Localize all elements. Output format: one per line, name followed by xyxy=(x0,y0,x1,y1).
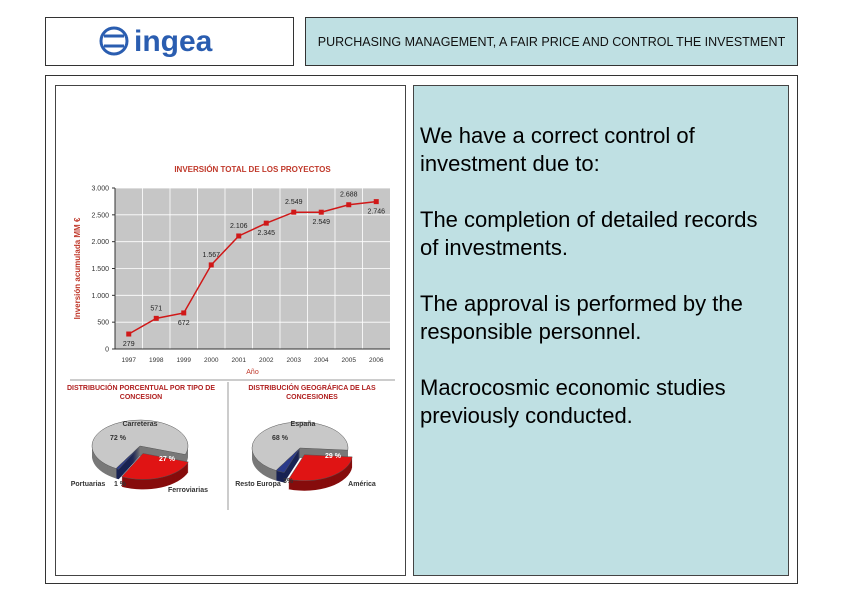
text-panel xyxy=(413,85,789,576)
data-point xyxy=(153,315,159,321)
data-point xyxy=(181,310,187,316)
pie-slice xyxy=(91,419,189,469)
y-tick-label: 1.000 xyxy=(91,293,109,300)
slice-name: Resto Europa xyxy=(235,481,281,488)
pie-title: DISTRIBUCIÓN PORCENTUAL POR TIPO DE CONC… xyxy=(66,385,216,401)
data-label: 2.345 xyxy=(257,230,275,237)
slice-label: 68 % xyxy=(272,435,289,442)
paragraph: Macrocosmic economic studies previously … xyxy=(420,375,726,428)
data-point xyxy=(373,199,379,205)
data-label: 672 xyxy=(178,320,190,327)
x-axis-label: Año xyxy=(246,369,259,376)
slice-name: Carreteras xyxy=(122,421,157,428)
y-tick-label: 1.500 xyxy=(91,266,109,273)
x-tick-label: 2006 xyxy=(369,357,384,364)
title-box xyxy=(305,17,798,66)
logo-icon xyxy=(99,26,129,56)
data-point xyxy=(346,202,352,208)
x-tick-label: 2004 xyxy=(314,357,329,364)
pie-slice xyxy=(115,445,141,470)
slice-label: 1 % xyxy=(114,481,127,488)
slice-name: América xyxy=(348,481,376,488)
x-tick-label: 1999 xyxy=(177,357,192,364)
data-label: 2.106 xyxy=(230,223,248,230)
slice-label: 29 % xyxy=(325,453,342,460)
pie-title: DISTRIBUCIÓN GEOGRÁFICA DE LAS CONCESION… xyxy=(248,385,376,401)
x-tick-label: 1998 xyxy=(149,357,164,364)
x-tick-label: 1997 xyxy=(122,357,137,364)
slice-label: 27 % xyxy=(159,456,176,463)
data-point xyxy=(126,331,132,337)
logo-box xyxy=(45,17,294,66)
data-label: 1.567 xyxy=(202,252,220,259)
data-point xyxy=(263,220,269,226)
y-tick-label: 0 xyxy=(105,347,109,354)
text-body: We have a correct control of investment … xyxy=(420,122,780,458)
y-tick-label: 2.500 xyxy=(91,212,109,219)
slice-label: 72 % xyxy=(110,435,127,442)
data-label: 571 xyxy=(150,305,162,312)
slice-name: Portuarias xyxy=(71,481,106,488)
paragraph: The approval is performed by the respons… xyxy=(420,291,743,344)
data-label: 2.549 xyxy=(285,199,303,206)
slice-label: 3% xyxy=(283,478,294,485)
data-line xyxy=(128,200,377,335)
data-point xyxy=(318,209,324,215)
slide-title: PURCHASING MANAGEMENT, A FAIR PRICE AND … xyxy=(317,34,786,49)
x-tick-label: 2005 xyxy=(342,357,357,364)
x-tick-label: 2003 xyxy=(287,357,302,364)
slice-name: Ferroviarias xyxy=(168,487,208,494)
y-axis-label: Inversión acumulada MM € xyxy=(73,217,82,319)
paragraph: We have a correct control of investment … xyxy=(420,123,695,176)
data-point xyxy=(236,233,242,239)
pie-slice xyxy=(121,453,189,480)
data-point xyxy=(208,262,214,268)
slice-name: España xyxy=(291,421,316,428)
x-tick-label: 2001 xyxy=(232,357,247,364)
logo-text: ingea xyxy=(134,25,213,58)
paragraph: The completion of detailed records of in… xyxy=(420,207,758,260)
y-tick-label: 2.000 xyxy=(91,239,109,246)
data-label: 2.688 xyxy=(340,192,358,199)
pie-slice xyxy=(275,447,301,473)
pie-slice xyxy=(251,421,349,471)
chart-title: INVERSIÓN TOTAL DE LOS PROYECTOS xyxy=(174,165,331,174)
pie-slice xyxy=(288,454,353,481)
data-label: 279 xyxy=(123,341,135,348)
y-tick-label: 3.000 xyxy=(91,186,109,193)
x-tick-label: 2000 xyxy=(204,357,219,364)
data-label: 2.746 xyxy=(367,209,385,216)
x-tick-label: 2002 xyxy=(259,357,274,364)
y-tick-label: 500 xyxy=(97,320,109,327)
data-point xyxy=(291,209,297,215)
data-label: 2.549 xyxy=(312,219,330,226)
